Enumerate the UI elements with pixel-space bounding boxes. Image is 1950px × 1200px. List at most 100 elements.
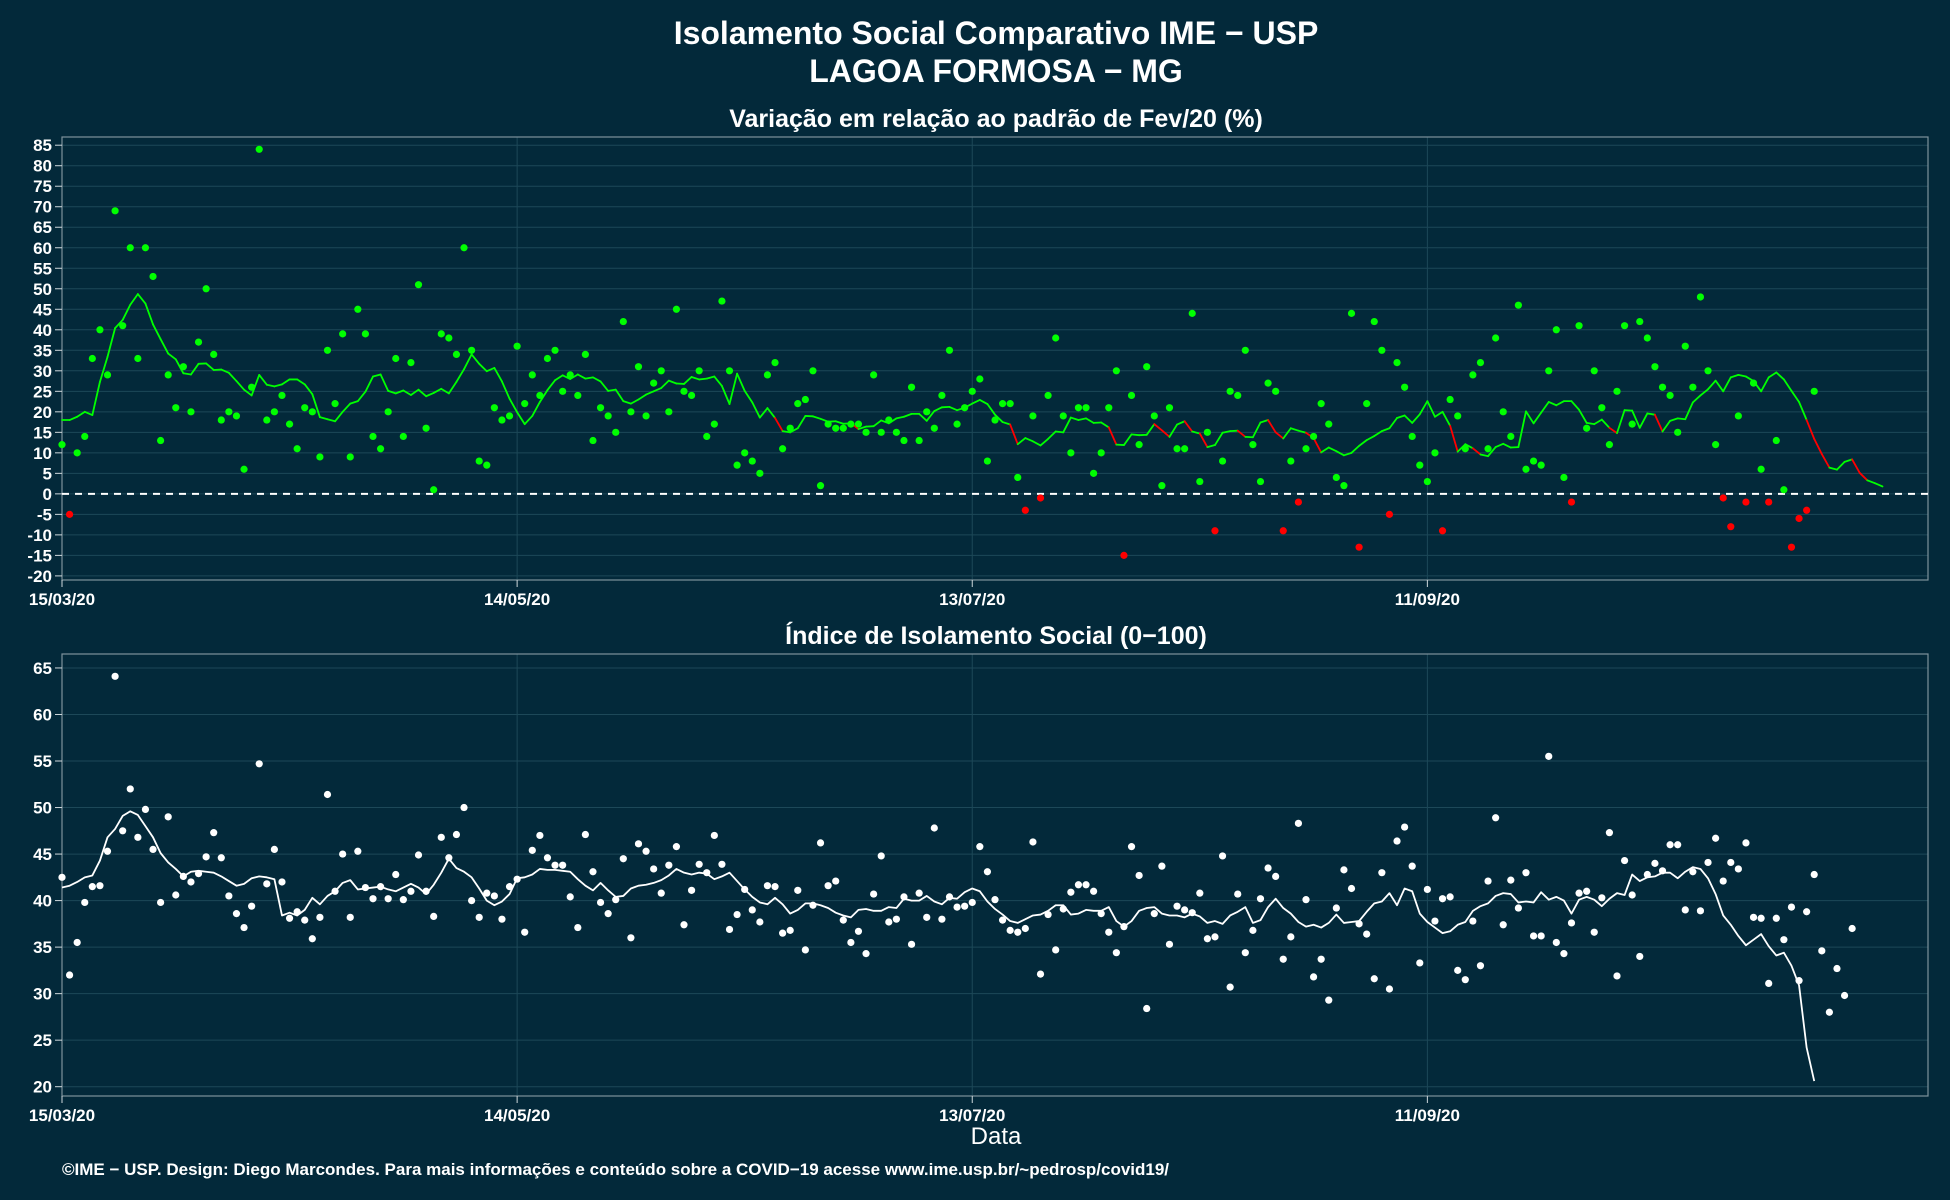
data-point: [816, 839, 825, 847]
moving-average-segment: [1320, 446, 1330, 454]
data-point: [1052, 946, 1060, 954]
data-point: [1719, 494, 1727, 502]
data-point: [346, 453, 354, 461]
data-point: [1112, 367, 1120, 375]
moving-average-segment: [645, 390, 655, 396]
moving-average-segment: [136, 293, 147, 305]
data-point: [1021, 506, 1029, 514]
data-point: [976, 843, 984, 851]
data-point: [1765, 498, 1773, 506]
data-point: [1241, 346, 1249, 354]
data-point: [1674, 841, 1682, 849]
data-point: [1393, 837, 1401, 845]
data-point: [301, 404, 309, 412]
y-tick-label: 80: [33, 157, 52, 176]
data-point: [1158, 482, 1166, 490]
data-point: [945, 346, 954, 354]
moving-average-segment: [1145, 423, 1156, 436]
y-tick-label: 50: [33, 799, 52, 818]
panel-isolation-index: 20 25 30 35 40 45 50 55 60 65 15/03/20 14/05/20 13/…: [29, 653, 1929, 1125]
moving-average-segment: [1441, 410, 1452, 427]
moving-average-segment: [531, 401, 541, 417]
data-point: [627, 408, 635, 416]
data-point: [1628, 891, 1636, 899]
data-point: [741, 885, 749, 894]
data-point: [1173, 445, 1181, 453]
data-point: [1689, 383, 1697, 391]
moving-average-segment: [683, 376, 693, 385]
moving-average-segment: [485, 367, 496, 373]
data-point: [1727, 523, 1735, 531]
moving-average-segment: [1009, 423, 1019, 446]
x-tick-label: 13/07/20: [939, 590, 1005, 609]
moving-average-segment: [1085, 417, 1095, 424]
data-point: [1036, 970, 1045, 978]
y-tick-label: 25: [33, 1031, 52, 1050]
data-point: [1188, 309, 1196, 317]
data-point: [1446, 893, 1454, 901]
moving-average-segment: [1585, 421, 1596, 426]
data-point: [551, 346, 559, 354]
moving-average-segment: [994, 413, 1004, 423]
data-point: [1522, 869, 1530, 877]
x-tick-label: 15/03/20: [29, 1106, 95, 1125]
moving-average-segment: [1380, 427, 1391, 433]
data-point: [566, 893, 574, 901]
panel1-title: Variação em relação ao padrão de Fev/20 …: [729, 105, 1263, 133]
data-point: [672, 305, 681, 313]
moving-average-segment: [1274, 431, 1285, 440]
data-point: [1029, 838, 1037, 846]
data-point: [399, 896, 407, 904]
moving-average-segment: [1047, 430, 1057, 440]
moving-average-segment: [1335, 450, 1345, 457]
data-point: [945, 893, 954, 901]
moving-average-segment: [129, 293, 139, 306]
data-point: [194, 870, 203, 878]
panel1-moving-average: [61, 293, 1884, 488]
data-point: [157, 898, 165, 907]
moving-average-segment: [1600, 418, 1611, 429]
data-point: [1803, 506, 1811, 514]
moving-average-segment: [508, 397, 519, 414]
data-point: [498, 915, 506, 923]
data-point: [1218, 852, 1227, 860]
data-point: [551, 861, 559, 869]
moving-average-segment: [470, 353, 481, 365]
data-point: [1044, 391, 1052, 400]
data-point: [1507, 432, 1515, 441]
data-point: [1704, 367, 1712, 375]
moving-average-segment: [1487, 446, 1497, 458]
moving-average-segment: [1411, 413, 1421, 424]
moving-average-segment: [1297, 429, 1307, 434]
data-point: [1120, 923, 1128, 931]
data-point: [134, 833, 142, 841]
data-point: [1765, 979, 1773, 988]
data-point: [870, 371, 878, 379]
moving-average-segment: [447, 380, 458, 395]
data-point: [991, 416, 999, 424]
data-point: [445, 334, 453, 342]
moving-average-segment: [1062, 416, 1072, 434]
data-point: [1772, 914, 1780, 922]
data-point: [1416, 959, 1424, 967]
moving-average-segment: [1820, 453, 1831, 469]
moving-average-segment: [1236, 429, 1247, 438]
moving-average-segment: [1813, 437, 1823, 455]
data-point: [1256, 477, 1265, 486]
x-tick-label: 11/09/20: [1395, 590, 1460, 609]
data-point: [505, 412, 514, 420]
data-point: [468, 896, 476, 905]
moving-average-segment: [721, 385, 731, 405]
data-point: [877, 428, 885, 436]
data-point: [270, 408, 278, 416]
data-point: [392, 354, 400, 363]
data-point: [1749, 379, 1758, 387]
data-point: [1090, 887, 1098, 895]
data-point: [1613, 387, 1621, 395]
moving-average-segment: [1001, 421, 1012, 426]
data-point: [172, 891, 180, 899]
data-point: [354, 847, 362, 855]
y-tick-label: 5: [43, 464, 52, 483]
y-tick-label: 25: [33, 382, 52, 401]
data-point: [968, 898, 976, 907]
